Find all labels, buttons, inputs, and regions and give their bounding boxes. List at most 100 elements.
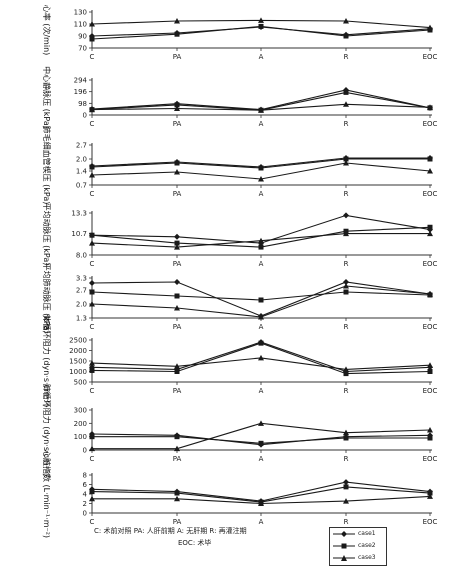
panel-5-ytick-label: 2.0 bbox=[76, 301, 87, 309]
panel-7-ylabel: 肺循环阻力 (dyn·s·cm⁻⁵) bbox=[42, 384, 52, 477]
panel-8-xtick-label: A bbox=[259, 518, 264, 526]
panel-6-ylabel: 体循环阻力 (dyn·s·cm⁻⁵) bbox=[42, 315, 52, 408]
panel-4-xtick-label: A bbox=[259, 260, 264, 268]
panel-7-series-case2-point bbox=[427, 435, 433, 441]
panel-2-series-case3-point bbox=[427, 104, 433, 110]
legend-label-case1: case1 bbox=[358, 530, 376, 537]
panel-4-ylabel: 平均动脉压 (kPa) bbox=[42, 203, 52, 266]
panel-4-series-case3-point bbox=[258, 237, 264, 244]
panel-1-xtick-label: PA bbox=[173, 53, 182, 61]
panel-1-series-case2-point bbox=[89, 36, 95, 42]
panel-5-xtick-label: C bbox=[90, 323, 95, 331]
panel-7-series-case3-point bbox=[427, 427, 433, 433]
panel-2-xtick-label: C bbox=[90, 120, 95, 128]
panel-6-xtick-label: A bbox=[259, 387, 264, 395]
panel-1-xtick-label: A bbox=[259, 53, 264, 61]
panel-6-ytick-label: 2000 bbox=[69, 347, 87, 355]
legend: case1 case2 case3 bbox=[329, 527, 387, 566]
panel-8-series-case2-point bbox=[89, 489, 95, 495]
panel-6-series-case2-point bbox=[174, 369, 180, 374]
panel-4-ytick-label: 10.7 bbox=[71, 230, 87, 238]
panel-7-xtick-label: PA bbox=[173, 455, 182, 463]
panel-6-xtick-label: C bbox=[90, 387, 95, 395]
panel-8-ytick-label: 6 bbox=[83, 481, 88, 489]
panel-7-series-case2-point bbox=[174, 434, 180, 440]
panel-5-series-case1-point bbox=[89, 280, 95, 286]
panel-3-xtick-label: PA bbox=[173, 190, 182, 198]
panel-4-series-case2-point bbox=[89, 232, 95, 238]
panel-3-ytick-label: 2.0 bbox=[76, 156, 87, 164]
panel-4-series-case3-point bbox=[174, 244, 180, 250]
panel-5-series-case2-point bbox=[343, 289, 349, 295]
panel-6-series-case2-point bbox=[89, 367, 95, 373]
panel-3-series-case2-point bbox=[174, 160, 180, 166]
panel-1-series-case3-point bbox=[258, 17, 264, 23]
panel-6-series-case3-point bbox=[258, 354, 264, 361]
panel-4-series-case1-point bbox=[343, 212, 349, 219]
legend-label-case3: case3 bbox=[358, 554, 376, 561]
panel-5-ytick-label: 1.3 bbox=[76, 315, 87, 323]
panel-7-series-case3-point bbox=[89, 445, 95, 452]
panel-8-ytick-label: 0 bbox=[83, 510, 87, 518]
panel-1-ytick-label: 90 bbox=[78, 33, 87, 41]
panel-3-ytick-label: 2.7 bbox=[76, 142, 87, 150]
panel-1-series-case2-point bbox=[343, 33, 349, 39]
panel-1-series-case3-point bbox=[343, 18, 349, 24]
panel-5-xtick-label: EOC bbox=[423, 323, 438, 331]
panel-2-ytick-label: 294 bbox=[74, 77, 88, 85]
panel-3-series-case3-point bbox=[343, 160, 349, 166]
panel-1-xtick-label: R bbox=[344, 53, 349, 61]
panel-6-ytick-label: 1000 bbox=[69, 368, 87, 376]
panel-6-series-case3-point bbox=[89, 360, 95, 366]
panel-8-series-case2-point bbox=[427, 490, 433, 496]
panel-8-series-case1-point bbox=[343, 479, 349, 486]
panel-8-series-case3-point bbox=[174, 495, 180, 502]
panel-5-series-case3-point bbox=[258, 314, 264, 320]
panel-4-series-case3-point bbox=[89, 240, 95, 246]
panel-2-ytick-label: 98 bbox=[78, 100, 87, 108]
panel-7-ytick-label: 300 bbox=[74, 407, 87, 415]
panel-3-xtick-label: C bbox=[90, 190, 95, 198]
panel-5-xtick-label: R bbox=[344, 323, 349, 331]
panel-5-series-case3-point bbox=[174, 305, 180, 311]
panel-7-series-case3-point bbox=[343, 429, 349, 436]
panel-4-series-case2-point bbox=[258, 244, 264, 250]
panel-7-series-case2-point bbox=[89, 434, 95, 440]
panel-6-series-case2-point bbox=[427, 369, 433, 374]
panel-7-xtick-label: EOC bbox=[423, 455, 438, 463]
panel-5-series-case1-point bbox=[174, 279, 180, 285]
panel-4-xtick-label: PA bbox=[173, 260, 182, 268]
panel-2-series-case3-point bbox=[174, 105, 180, 111]
panel-7-series-case3-point bbox=[258, 420, 264, 426]
panel-6-series-case3-point bbox=[427, 362, 433, 368]
panel-7-ytick-label: 0 bbox=[83, 447, 87, 455]
panel-5-xtick-label: PA bbox=[173, 323, 182, 331]
panel-6-xtick-label: EOC bbox=[423, 387, 438, 395]
panel-7-ytick-label: 100 bbox=[74, 433, 87, 441]
panel-8-ytick-label: 2 bbox=[83, 500, 87, 508]
panel-3-ytick-label: 0.7 bbox=[76, 182, 87, 190]
panel-2-series-case2-point bbox=[343, 89, 349, 95]
panel-5-series-case3-point bbox=[427, 291, 433, 297]
panel-7-ytick-label: 200 bbox=[74, 420, 87, 428]
panel-6-ytick-label: 500 bbox=[74, 379, 87, 387]
panel-8-ylabel: 心脏指数 (L·min⁻¹·m⁻²) bbox=[42, 450, 52, 538]
panel-5-series-case2-point bbox=[174, 293, 180, 299]
panel-7-series-case2-point bbox=[258, 440, 264, 446]
panel-4-xtick-label: R bbox=[344, 260, 349, 268]
panel-1-series-case3-point bbox=[174, 18, 180, 24]
caption-line-1: C: 术前对照 PA: 人肝前期 A: 无肝期 R: 再灌注期 bbox=[94, 527, 247, 535]
panel-5-series-case3-point bbox=[89, 301, 95, 307]
panel-4-xtick-label: EOC bbox=[423, 260, 438, 268]
panel-4-series-case2-point bbox=[427, 224, 433, 230]
panel-8-series-case3-point bbox=[258, 500, 264, 506]
panel-3-xtick-label: R bbox=[344, 190, 349, 198]
panel-2-series-case2-point bbox=[174, 102, 180, 108]
panel-6-ytick-label: 2500 bbox=[69, 337, 87, 345]
panel-2-ylabel: 中心静脉压 (kPa) bbox=[42, 66, 52, 129]
panel-6-series-case3-point bbox=[174, 363, 180, 369]
panel-4-series-case3-point bbox=[427, 230, 433, 237]
panel-5-series-case3-point bbox=[343, 283, 349, 289]
panel-1-series-case2-point bbox=[258, 23, 264, 29]
